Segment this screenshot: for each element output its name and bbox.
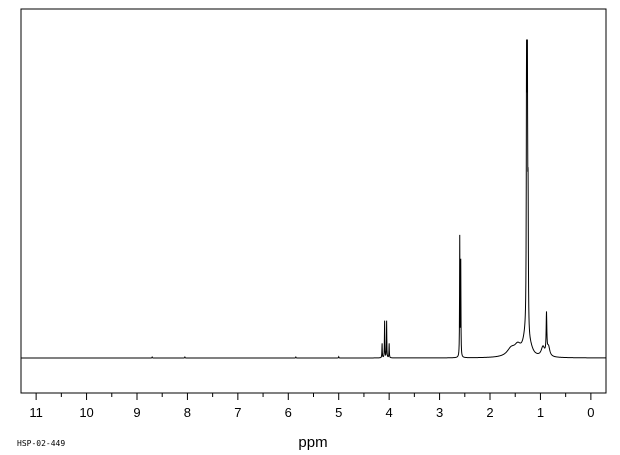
sample-code-label: HSP-02-449 [17, 439, 65, 448]
x-axis-ticks [35, 393, 592, 400]
x-tick-label: 5 [335, 405, 342, 420]
spectrum-trace [21, 39, 606, 359]
x-tick-label: 3 [436, 405, 443, 420]
x-tick-label: 9 [133, 405, 140, 420]
x-tick-label: 0 [587, 405, 594, 420]
x-tick-label: 7 [234, 405, 241, 420]
x-tick-label: 10 [79, 405, 93, 420]
plot-frame [20, 8, 607, 394]
x-tick-label: 2 [486, 405, 493, 420]
x-tick-label: 1 [537, 405, 544, 420]
x-tick-label: 6 [285, 405, 292, 420]
x-axis-title: ppm [298, 434, 327, 451]
x-tick-label: 8 [184, 405, 191, 420]
x-axis-tick-labels: 11 10 9 8 7 6 5 4 3 2 1 0 [29, 405, 594, 420]
x-tick-label: 4 [386, 405, 393, 420]
x-tick-label: 11 [29, 405, 43, 420]
